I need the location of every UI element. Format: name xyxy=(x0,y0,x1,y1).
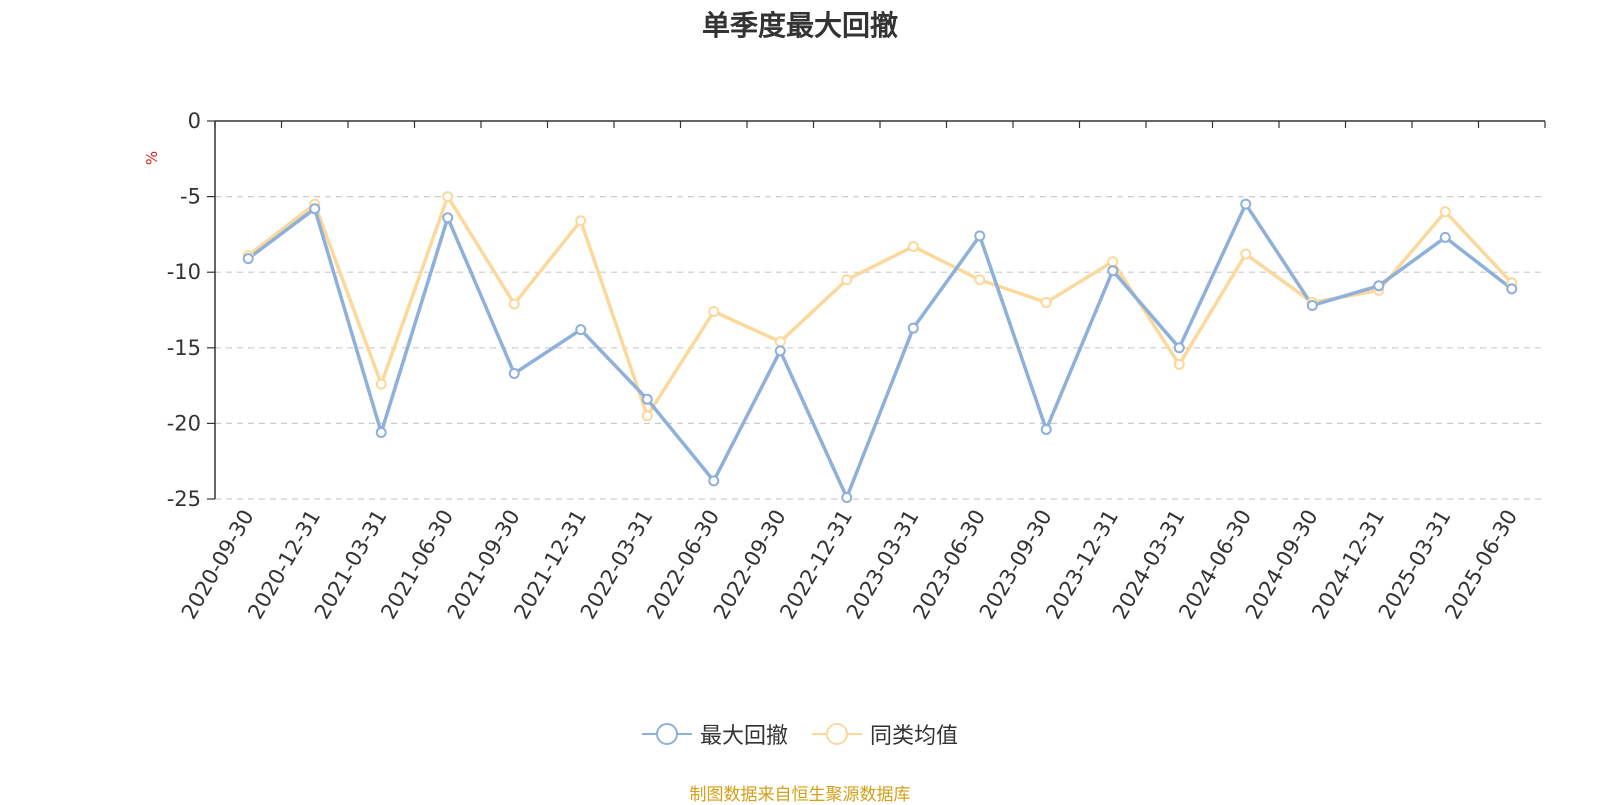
data-point-series-1 xyxy=(708,475,720,487)
data-point-series-1 xyxy=(1107,265,1119,277)
legend-swatch-series-1-icon xyxy=(641,723,692,745)
data-point-series-1 xyxy=(907,322,919,334)
data-point-series-1 xyxy=(442,212,454,224)
data-point-series-1 xyxy=(508,368,520,380)
legend-swatch-series-2-icon xyxy=(812,723,862,745)
data-point-series-2 xyxy=(708,306,720,318)
y-tick-label: -20 xyxy=(167,411,201,435)
data-point-series-1 xyxy=(1373,280,1385,292)
legend-label-series-2: 同类均值 xyxy=(870,724,959,749)
data-point-series-1 xyxy=(774,345,786,357)
data-point-series-2 xyxy=(442,191,454,203)
series-line-2 xyxy=(247,194,1514,418)
data-point-series-2 xyxy=(774,336,786,348)
data-point-series-1 xyxy=(242,253,254,265)
y-axis-unit-label: % xyxy=(143,151,161,165)
y-tick-label: -15 xyxy=(167,336,201,360)
series xyxy=(242,191,1518,503)
data-point-series-1 xyxy=(1306,299,1318,311)
series-line-1 xyxy=(247,202,1513,500)
data-point-series-1 xyxy=(1173,342,1185,354)
data-point-series-2 xyxy=(1107,256,1119,268)
legend: 最大回撤 同类均值 xyxy=(0,718,1600,750)
x-tick-label: 2025-06-30 xyxy=(1440,506,1522,624)
data-point-series-2 xyxy=(974,274,986,286)
data-point-series-2 xyxy=(1173,358,1185,370)
data-point-series-1 xyxy=(1506,283,1518,295)
data-point-series-2 xyxy=(1439,206,1451,218)
legend-item-series-2[interactable]: 同类均值 xyxy=(812,718,958,750)
source-note: 制图数据来自恒生聚源数据库 xyxy=(689,785,911,805)
chart-title: 单季度最大回撤 xyxy=(701,9,898,42)
legend-label-series-1: 最大回撤 xyxy=(699,724,788,749)
data-point-series-2 xyxy=(1040,296,1052,308)
data-point-series-2 xyxy=(907,240,919,252)
data-point-series-2 xyxy=(841,274,853,286)
data-point-series-1 xyxy=(641,393,653,405)
data-point-series-1 xyxy=(1240,198,1252,210)
data-point-series-1 xyxy=(575,324,587,336)
data-point-series-2 xyxy=(1240,248,1252,260)
y-tick-label: -25 xyxy=(167,487,201,511)
data-point-series-1 xyxy=(1040,423,1052,435)
y-tick-label: -10 xyxy=(167,260,201,284)
y-tick-label: -5 xyxy=(180,185,201,209)
data-point-series-1 xyxy=(974,230,986,242)
legend-item-series-1[interactable]: 最大回撤 xyxy=(641,718,788,750)
data-point-series-1 xyxy=(1439,231,1451,243)
data-point-series-1 xyxy=(375,426,387,438)
data-point-series-2 xyxy=(375,378,387,390)
data-point-series-2 xyxy=(641,410,653,422)
data-point-series-1 xyxy=(841,491,853,503)
data-point-series-2 xyxy=(575,215,587,227)
data-point-series-2 xyxy=(508,298,520,310)
grid-lines xyxy=(215,196,1545,500)
data-point-series-1 xyxy=(309,203,321,215)
y-tick-label: 0 xyxy=(188,109,201,133)
